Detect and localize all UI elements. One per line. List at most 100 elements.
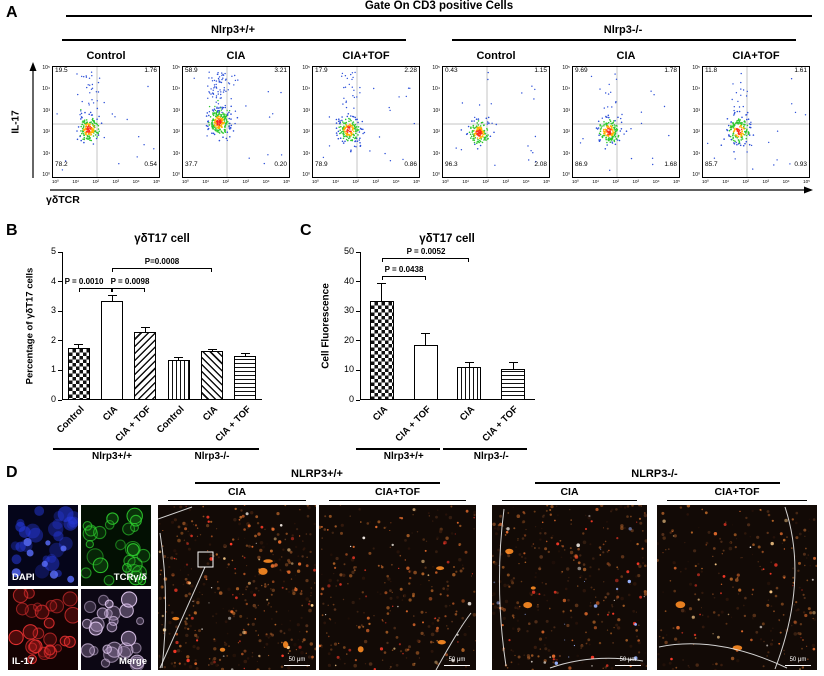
group-header-underline [62, 39, 406, 41]
tick-label: 10³ [692, 107, 700, 114]
panel-c-y-axis-label: Cell Fluorescence [320, 283, 332, 369]
tick-label: 10⁰ [572, 179, 579, 184]
y-tick-mark [58, 369, 62, 371]
flow-x-axis-ticks: 10⁰ 10¹ 10² 10³ 10⁴ 10⁵ [702, 179, 810, 188]
scale-bar: 50 μm [785, 657, 811, 666]
y-tick-label: 40 [343, 275, 354, 286]
quadrant-value-lower-left: 86.9 [575, 160, 588, 168]
flow-condition-label: CIA+TOF [732, 50, 780, 62]
quadrant-value-lower-left: 78.9 [315, 160, 328, 168]
if-tissue-svg [657, 505, 817, 670]
group-underline [355, 448, 440, 450]
thumbnail-label: IL-17 [12, 656, 35, 667]
quadrant-value-lower-left: 37.7 [185, 160, 198, 168]
tick-label: 10¹ [432, 150, 440, 157]
x-category-label: Control [54, 404, 87, 436]
quadrant-value-lower-right: 0.20 [274, 160, 287, 168]
group-underline [152, 448, 260, 450]
significance-bracket [112, 268, 212, 272]
flow-plot: 11.8 1.61 85.7 0.93 [702, 66, 810, 178]
tick-label: 10¹ [592, 179, 599, 184]
tick-label: 10⁰ [302, 171, 310, 178]
panel-a-label: A [6, 4, 18, 21]
tick-label: 10⁴ [392, 179, 400, 184]
scale-bar-label: 50 μm [789, 656, 807, 663]
y-tick-label: 0 [50, 394, 56, 404]
flow-condition-label: Control [86, 50, 126, 62]
error-bar-cap [508, 361, 518, 363]
tick-label: 10⁰ [52, 179, 59, 184]
tick-label: 10⁵ [283, 179, 290, 184]
bar [501, 368, 526, 400]
condition-underline [667, 500, 807, 502]
tick-label: 10² [172, 129, 180, 136]
quadrant-value-lower-right: 0.93 [794, 160, 807, 168]
group-header-underline [195, 482, 440, 484]
significance-bracket [78, 288, 112, 292]
bar [67, 348, 90, 400]
y-tick-label: 10 [343, 364, 354, 375]
tick-label: 10⁴ [692, 86, 700, 93]
flow-y-axis-ticks: 10⁵ 10⁴ 10³ 10² 10¹ 10⁰ [168, 66, 181, 178]
error-bar [211, 349, 213, 352]
flow-plot: 9.69 1.78 86.9 1.68 [572, 66, 680, 178]
scale-bar-label: 50 μm [288, 656, 306, 663]
quadrant-value-upper-left: 0.43 [445, 67, 458, 74]
tick-label: 10⁴ [42, 86, 50, 93]
group-label: Nlrp3-/- [194, 451, 230, 462]
flow-condition-label: CIA [226, 50, 246, 62]
condition-underline [168, 500, 306, 502]
bar [134, 331, 157, 400]
condition-underline [502, 500, 637, 502]
bar [457, 367, 482, 400]
panel-d-condition-label: CIA+TOF [374, 486, 421, 498]
p-value-annotation: P = 0.0052 [406, 247, 446, 256]
flow-scatter [702, 66, 810, 178]
flow-y-axis-ticks: 10⁵ 10⁴ 10³ 10² 10¹ 10⁰ [558, 66, 571, 178]
flow-condition-label: CIA [616, 50, 636, 62]
quadrant-value-upper-right: 3.21 [274, 67, 287, 74]
tick-label: 10² [352, 179, 359, 184]
if-tissue-image: 50 μm [657, 505, 817, 670]
quadrant-value-lower-left: 78.2 [55, 160, 68, 168]
panel-b-label: B [6, 222, 18, 239]
error-bar [78, 343, 80, 349]
scale-bar: 50 μm [444, 657, 470, 666]
error-bar-cap [421, 333, 431, 335]
tick-label: 10¹ [692, 150, 700, 157]
tick-label: 10² [92, 179, 99, 184]
scale-bar-line [284, 664, 310, 666]
bar [201, 351, 223, 400]
group-underline [443, 448, 528, 450]
tick-label: 10⁵ [562, 65, 570, 71]
tick-label: 10⁵ [153, 179, 160, 184]
tick-label: 10⁰ [432, 171, 440, 178]
if-thumbnail-image [8, 589, 78, 670]
tick-label: 10⁰ [182, 179, 189, 184]
tick-label: 10¹ [72, 179, 79, 184]
group-header-underline [535, 482, 780, 484]
p-value-annotation: P=0.0008 [144, 257, 180, 266]
quadrant-value-upper-right: 1.76 [144, 67, 157, 74]
error-bar-cap [207, 349, 217, 351]
condition-underline [329, 500, 466, 502]
quadrant-value-lower-right: 1.68 [664, 160, 677, 168]
tick-label: 10³ [302, 107, 310, 114]
flow-y-axis-ticks: 10⁵ 10⁴ 10³ 10² 10¹ 10⁰ [428, 66, 441, 178]
if-tissue-image: 50 μm [158, 505, 316, 670]
tick-label: 10³ [432, 107, 440, 114]
bar [413, 345, 438, 400]
y-tick-mark [356, 340, 360, 342]
panel-d-condition-label: CIA+TOF [714, 486, 760, 498]
y-tick-mark [356, 251, 360, 253]
tick-label: 10¹ [302, 150, 310, 157]
quadrant-value-upper-left: 58.9 [185, 67, 198, 74]
tick-label: 10¹ [332, 179, 339, 184]
quadrant-value-lower-right: 0.86 [404, 160, 417, 168]
tick-label: 10⁴ [432, 86, 440, 93]
tick-label: 10⁴ [652, 179, 660, 184]
bar [234, 355, 257, 400]
quadrant-value-upper-left: 9.69 [575, 67, 588, 74]
if-tissue-svg [319, 505, 476, 670]
tick-label: 10³ [372, 179, 380, 184]
